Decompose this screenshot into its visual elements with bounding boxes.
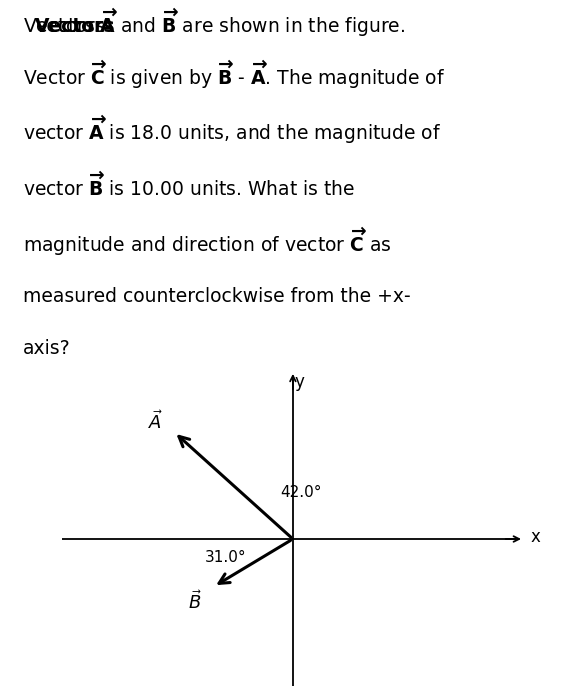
Text: Vector $\mathbf{\overrightarrow{C}}$ is given by $\mathbf{\overrightarrow{B}}$ -: Vector $\mathbf{\overrightarrow{C}}$ is …	[23, 58, 445, 90]
Text: 42.0°: 42.0°	[280, 485, 322, 500]
Text: y: y	[294, 373, 304, 391]
Text: Vectors: Vectors	[35, 18, 110, 36]
Text: vector $\mathbf{\overrightarrow{B}}$ is 10.00 units. What is the: vector $\mathbf{\overrightarrow{B}}$ is …	[23, 171, 356, 200]
Text: $\vec{A}$: $\vec{A}$	[148, 410, 163, 433]
Text: Vectors $\mathbf{\overrightarrow{A}}$ and $\mathbf{\overrightarrow{B}}$ are show: Vectors $\mathbf{\overrightarrow{A}}$ an…	[23, 6, 405, 38]
Text: 31.0°: 31.0°	[205, 550, 246, 566]
Text: measured counterclockwise from the +x-: measured counterclockwise from the +x-	[23, 287, 411, 307]
Text: x: x	[530, 528, 540, 546]
Text: magnitude and direction of vector $\mathbf{\overrightarrow{C}}$ as: magnitude and direction of vector $\math…	[23, 225, 392, 258]
Text: $\vec{B}$: $\vec{B}$	[188, 590, 202, 612]
Text: axis?: axis?	[23, 340, 71, 358]
Text: Vectors: Vectors	[35, 18, 121, 36]
Text: vector $\mathbf{\overrightarrow{A}}$ is 18.0 units, and the magnitude of: vector $\mathbf{\overrightarrow{A}}$ is …	[23, 113, 441, 146]
